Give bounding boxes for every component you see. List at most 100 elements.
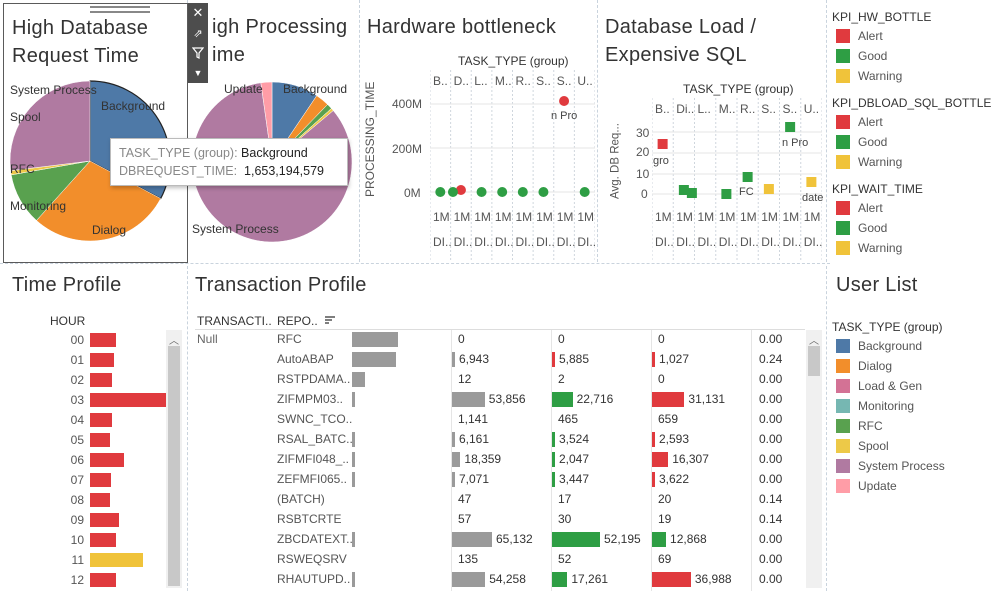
col2-bar[interactable] [552,392,573,407]
report-bar[interactable] [352,352,396,367]
header-transaction[interactable]: TRANSACTI.. [197,314,272,328]
close-icon[interactable]: ✕ [188,3,208,23]
col1-bar[interactable] [452,392,485,407]
header-report[interactable]: REPO.. [277,314,318,328]
open-external-icon[interactable]: ⇗ [188,23,208,43]
legend-task-type-item[interactable]: Monitoring [836,399,914,413]
col1-bar[interactable] [452,352,455,367]
scrollbar-thumb[interactable] [808,346,820,376]
col1-bar[interactable] [452,532,492,547]
col3-bar[interactable] [652,472,655,487]
hour-bar[interactable] [90,533,116,547]
legend-hw-good[interactable]: Good [836,49,887,63]
hw-data-point[interactable] [447,187,458,197]
col3-bar[interactable] [652,352,655,367]
time-profile-row[interactable]: 11 [50,550,143,570]
col2-bar[interactable] [552,452,555,467]
time-profile-row[interactable]: 01 [50,350,114,370]
hw-data-point[interactable] [435,187,446,197]
scrollbar-thumb[interactable] [168,346,180,586]
report-bar[interactable] [352,432,355,447]
legend-task-type-item[interactable]: RFC [836,419,883,433]
time-profile-row[interactable]: 12 [50,570,116,590]
time-profile-row[interactable]: 10 [50,530,116,550]
hour-bar[interactable] [90,433,110,447]
time-profile-row[interactable]: 04 [50,410,112,430]
sort-icon[interactable] [324,313,336,331]
legend-task-type-item[interactable]: Update [836,479,897,493]
hw-data-point[interactable] [538,187,549,197]
time-profile-scrollbar[interactable]: ︿ [166,330,182,588]
hour-bar[interactable] [90,373,112,387]
report-bar[interactable] [352,532,355,547]
time-profile-row[interactable]: 06 [50,450,124,470]
time-profile-row[interactable]: 08 [50,490,110,510]
legend-wait-alert[interactable]: Alert [836,201,883,215]
dbload-chart[interactable] [652,98,822,260]
report-bar[interactable] [352,332,399,347]
scroll-up-icon[interactable]: ︿ [809,336,819,347]
col3-bar[interactable] [652,392,685,407]
hour-bar[interactable] [90,573,116,587]
hour-bar[interactable] [90,393,166,407]
col1-bar[interactable] [452,452,461,467]
col2-bar[interactable] [552,572,568,587]
legend-hw-alert[interactable]: Alert [836,29,883,43]
report-bar[interactable] [352,452,355,467]
pie1-slice-system-process[interactable] [9,80,91,172]
col3-bar[interactable] [652,572,691,587]
dbload-data-point[interactable] [806,177,817,187]
legend-dbload-warning[interactable]: Warning [836,155,902,169]
time-profile-row[interactable]: 09 [50,510,119,530]
dbload-data-point[interactable] [785,122,796,132]
hour-bar[interactable] [90,513,119,527]
hw-data-point[interactable] [455,185,466,195]
col2-bar[interactable] [552,532,600,547]
hw-data-point[interactable] [517,187,528,197]
hw-data-point[interactable] [497,187,508,197]
legend-wait-warning[interactable]: Warning [836,241,902,255]
hour-bar[interactable] [90,553,143,567]
col1-bar[interactable] [452,472,455,487]
report-bar[interactable] [352,472,355,487]
dbload-data-point[interactable] [763,184,774,194]
time-profile-row[interactable]: 02 [50,370,112,390]
drag-handle[interactable] [90,6,150,13]
col1-bar[interactable] [452,572,486,587]
hw-scatter-chart[interactable] [430,70,595,260]
hour-bar[interactable] [90,333,116,347]
legend-task-type-item[interactable]: Dialog [836,359,892,373]
time-profile-row[interactable]: 05 [50,430,110,450]
hw-data-point[interactable] [476,187,487,197]
time-profile-row[interactable]: 00 [50,330,116,350]
high-db-panel[interactable]: High Database Request Time System Proces… [3,3,188,263]
report-bar[interactable] [352,572,355,587]
legend-hw-warning[interactable]: Warning [836,69,902,83]
col3-bar[interactable] [652,452,669,467]
legend-task-type-item[interactable]: Spool [836,439,889,453]
hour-bar[interactable] [90,353,114,367]
transaction-scrollbar[interactable]: ︿ [806,330,822,588]
dbload-data-point[interactable] [657,139,668,149]
time-profile-row[interactable]: 07 [50,470,111,490]
dbload-data-point[interactable] [678,185,689,195]
legend-wait-good[interactable]: Good [836,221,887,235]
scroll-up-icon[interactable]: ︿ [169,336,179,347]
pie1-slice-dialog[interactable] [36,160,161,242]
hour-bar[interactable] [90,493,110,507]
hw-data-point[interactable] [559,96,570,106]
hour-bar[interactable] [90,453,124,467]
col2-bar[interactable] [552,472,555,487]
col1-bar[interactable] [452,432,455,447]
legend-dbload-alert[interactable]: Alert [836,115,883,129]
dbload-data-point[interactable] [742,172,753,182]
legend-task-type-item[interactable]: Load & Gen [836,379,922,393]
dbload-data-point[interactable] [721,189,732,199]
hw-data-point[interactable] [579,187,590,197]
time-profile-row[interactable]: 03 [50,390,166,410]
hour-bar[interactable] [90,413,112,427]
report-bar[interactable] [352,392,356,407]
col3-bar[interactable] [652,432,655,447]
hour-bar[interactable] [90,473,111,487]
more-options-icon[interactable]: ▼ [188,63,208,83]
